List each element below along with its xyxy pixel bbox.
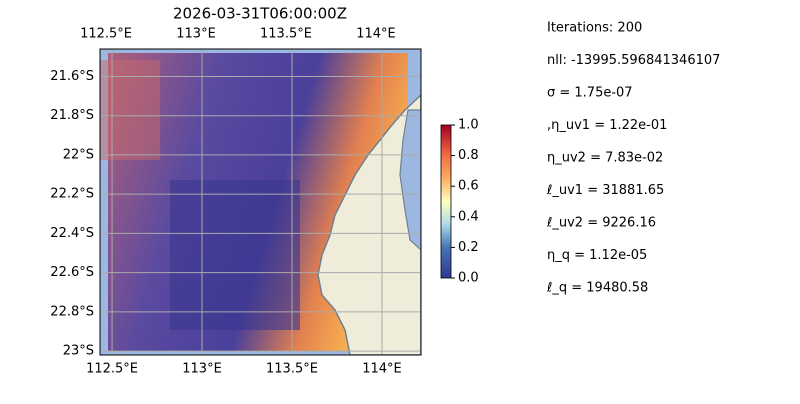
annotation: ℓ_uv2 = 9226.16 — [546, 216, 656, 231]
x-tick-label: 114°E — [362, 362, 402, 377]
y-tick-label: 22°S — [63, 147, 94, 162]
annotation: σ = 1.75e-07 — [547, 86, 633, 101]
colorbar-tick-label: 0.8 — [458, 148, 479, 163]
x-tick-label: 113°E — [182, 362, 222, 377]
x-tick-label: 113.5°E — [266, 362, 318, 377]
colorbar — [440, 124, 452, 279]
annotation: ,η_uv1 = 1.22e-01 — [547, 118, 667, 133]
x-tick-label: 112.5°E — [86, 362, 138, 377]
field-high — [100, 60, 160, 160]
y-tick-label: 22.4°S — [50, 226, 94, 241]
annotation: η_uv2 = 7.83e-02 — [547, 151, 663, 166]
land — [317, 93, 421, 355]
colorbar-tick-label: 0.6 — [458, 179, 479, 194]
y-tick-label: 22.8°S — [50, 304, 94, 319]
title: 2026-03-31T06:00:00Z — [173, 5, 347, 23]
annotation: Iterations: 200 — [547, 21, 642, 36]
y-tick-label: 21.8°S — [50, 108, 94, 123]
colorbar-tick-label: 0.4 — [458, 209, 479, 224]
x-tick-label-top: 113.5°E — [260, 27, 312, 42]
x-tick-label-top: 113°E — [176, 27, 216, 42]
x-tick-label-top: 114°E — [356, 27, 396, 42]
annotation: nll: -13995.596841346107 — [547, 53, 720, 68]
axes-frame — [99, 48, 422, 356]
bay — [399, 109, 421, 251]
y-tick-label: 23°S — [63, 344, 94, 359]
y-tick-label: 21.6°S — [50, 69, 94, 84]
colorbar-tick-label: 0.0 — [458, 271, 479, 286]
y-tick-label: 22.2°S — [50, 187, 94, 202]
colorbar-tick-label: 1.0 — [458, 118, 479, 133]
field-low — [170, 180, 300, 330]
annotation: ℓ_uv1 = 31881.65 — [546, 183, 664, 198]
y-tick-label: 22.6°S — [50, 265, 94, 280]
annotation: ℓ_q = 19480.58 — [546, 281, 648, 296]
colorbar-tick-label: 0.2 — [458, 240, 479, 255]
annotation: η_q = 1.12e-05 — [547, 248, 647, 263]
x-tick-label-top: 112.5°E — [80, 27, 132, 42]
map-area — [100, 49, 421, 355]
